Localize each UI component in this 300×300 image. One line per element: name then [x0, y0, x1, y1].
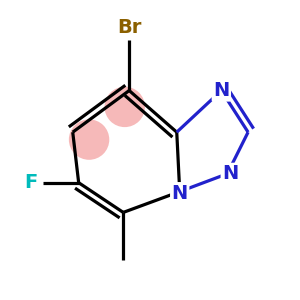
Circle shape — [69, 119, 109, 160]
Text: Br: Br — [117, 18, 141, 37]
Text: F: F — [25, 173, 38, 192]
Text: N: N — [172, 184, 188, 202]
Text: N: N — [222, 164, 238, 183]
Circle shape — [104, 87, 145, 127]
Text: N: N — [213, 81, 230, 100]
